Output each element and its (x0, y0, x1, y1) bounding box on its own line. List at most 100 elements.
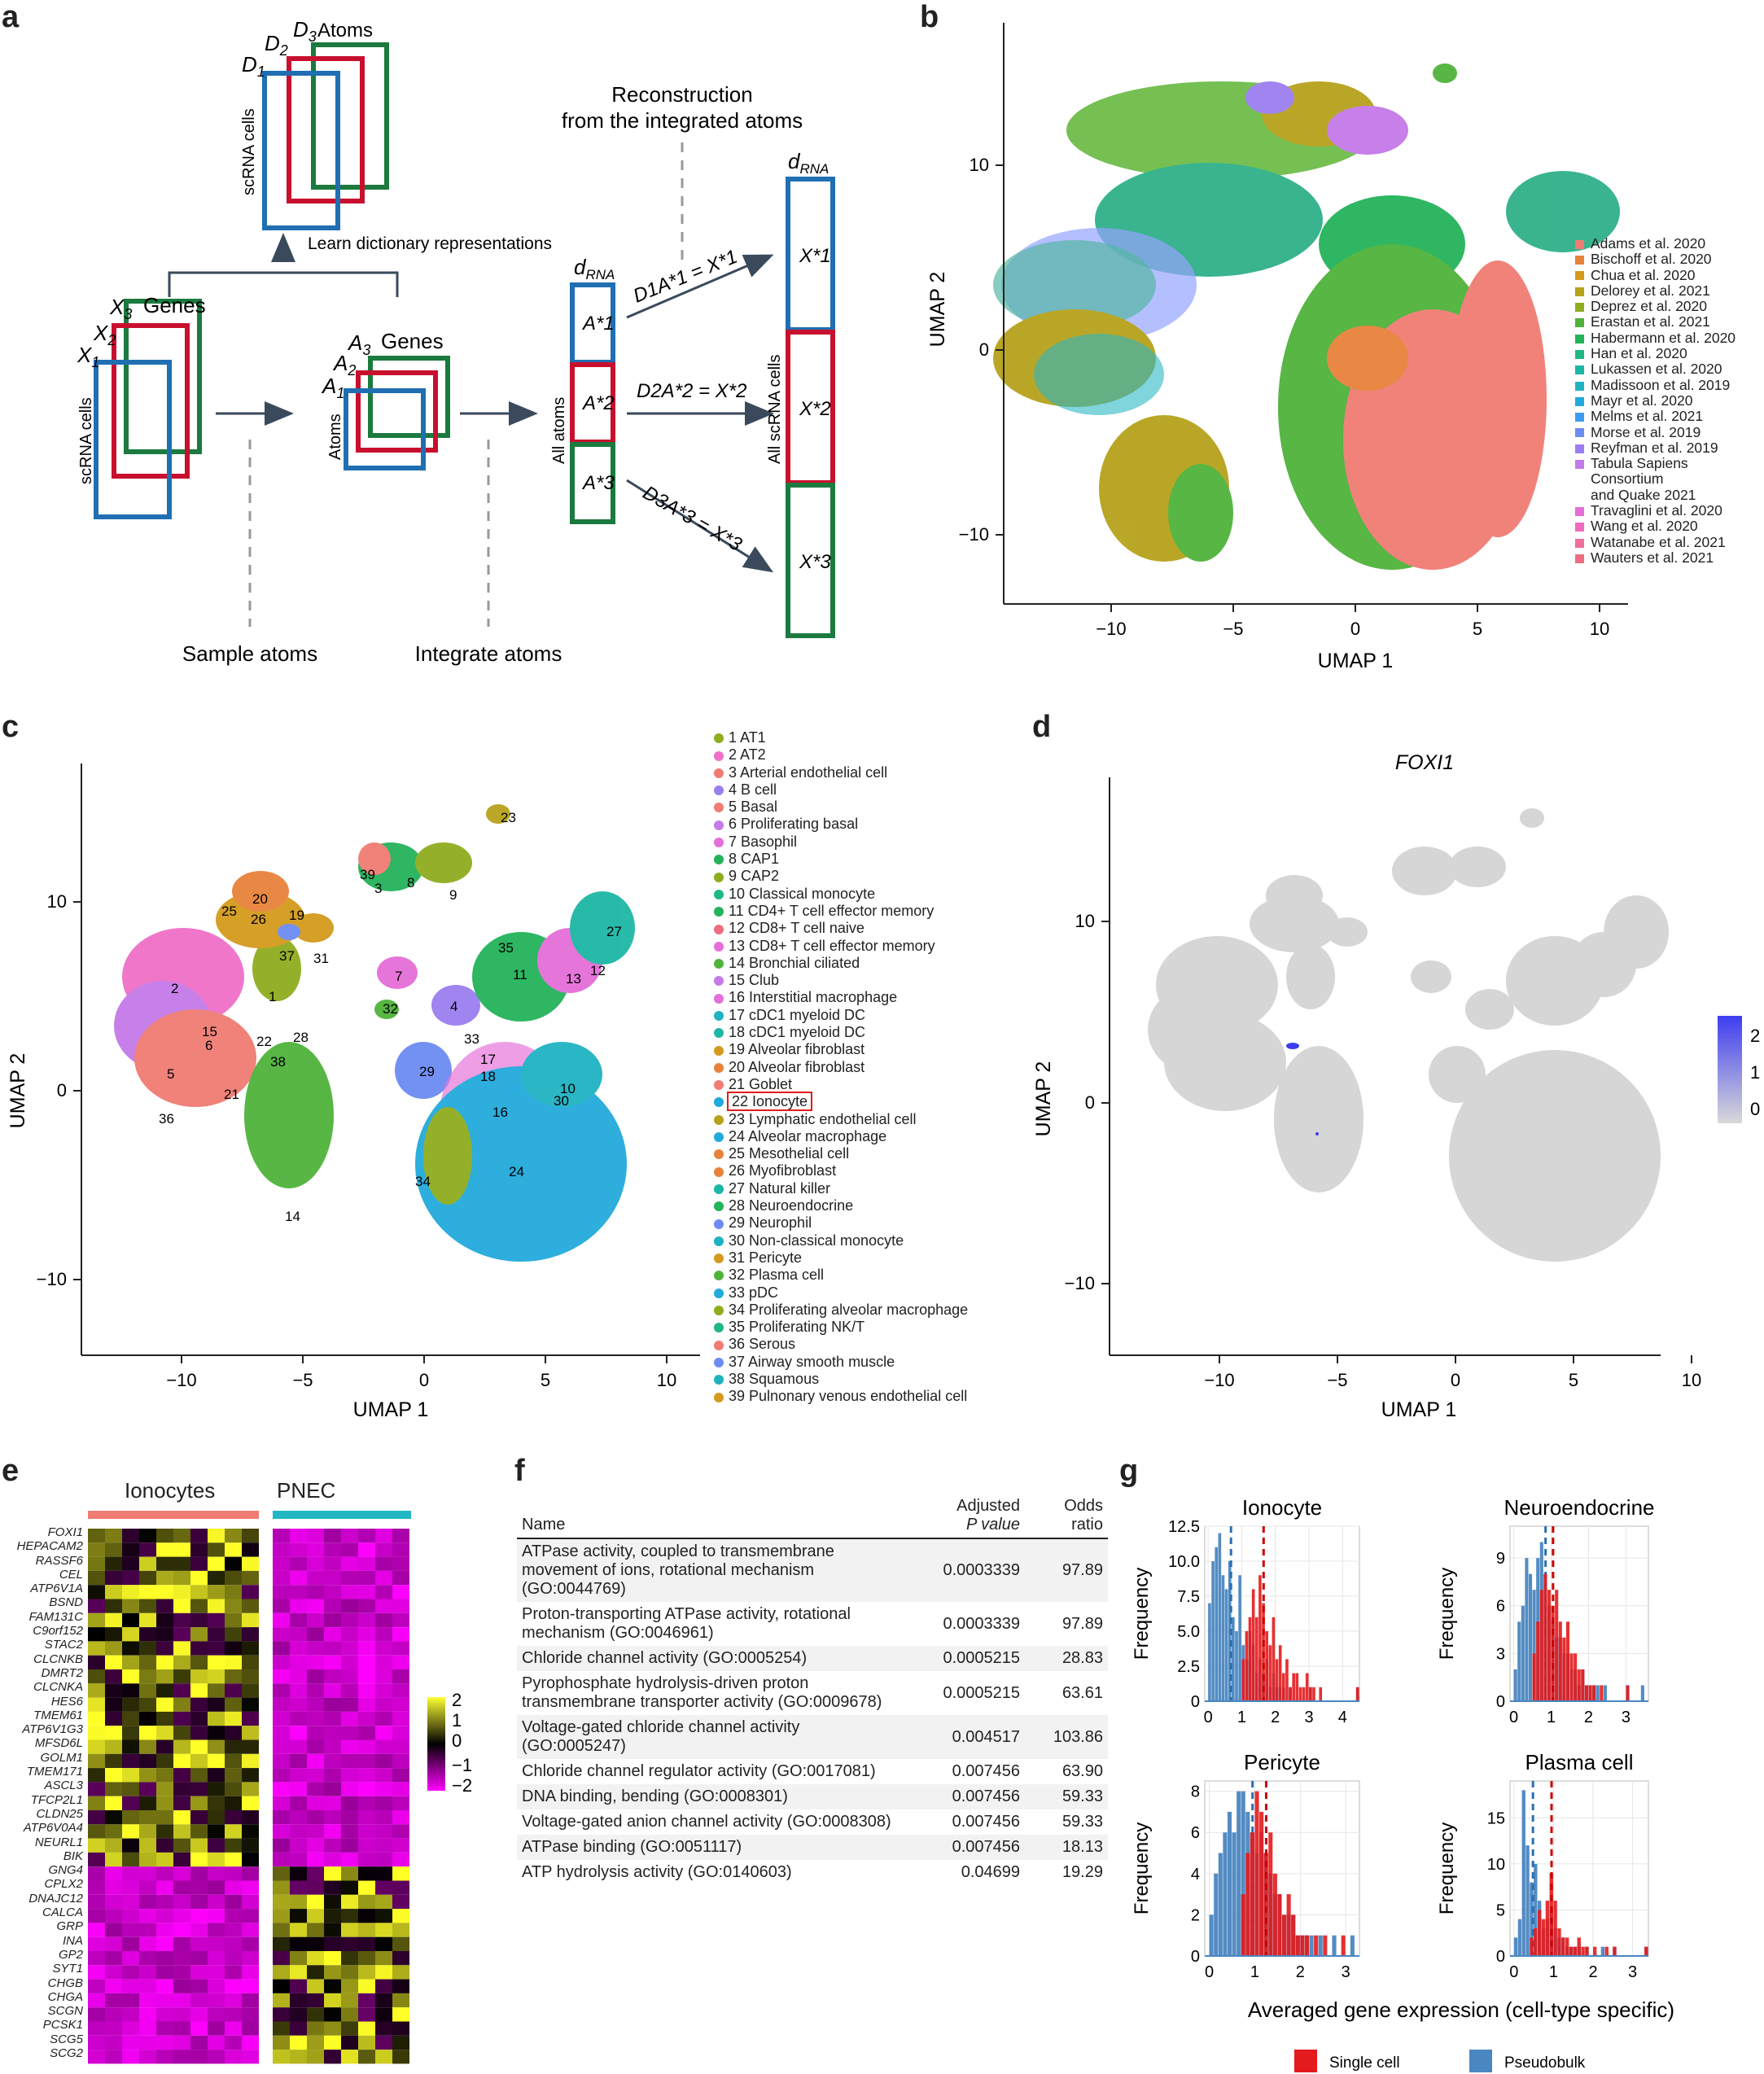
e-cb-tick: −2 (452, 1775, 472, 1796)
panel-c-legend: 1 AT1 2 AT2 3 Arterial endothelial cell 4 B… (714, 729, 1056, 1406)
c-ytick: −10 (37, 1269, 67, 1289)
heatmap-cell (375, 1880, 392, 1895)
legend-swatch (1575, 538, 1584, 548)
heatmap-cell (341, 1529, 358, 1543)
legend-b-item: and Quake 2021 (1591, 486, 1696, 503)
heatmap-cell (324, 1612, 341, 1628)
heatmap-cell (208, 1880, 225, 1895)
hist-bar (1319, 1687, 1323, 1701)
hist-bar (1534, 1928, 1538, 1956)
heatmap-cell (242, 1880, 259, 1895)
learn-dictionary-label: Learn dictionary representations (308, 234, 552, 253)
heatmap-cell (208, 1669, 225, 1684)
hist-bar (1603, 1685, 1607, 1701)
heatmap-cell (375, 1782, 392, 1796)
heatmap-cell (290, 1923, 307, 1937)
heatmap-cell (324, 1768, 341, 1783)
heatmap-cell (307, 1556, 324, 1571)
legend-swatch (1575, 256, 1584, 265)
gene-label: CLCNKB (33, 1652, 83, 1666)
foxi1-hotspot (1286, 1043, 1299, 1049)
heatmap-cell (341, 2021, 358, 2036)
heatmap-cell (173, 1951, 190, 1966)
heatmap-cell (307, 1852, 324, 1867)
heatmap-cell (290, 1965, 307, 1980)
heatmap-cell (173, 1542, 190, 1557)
heatmap-cell (392, 1923, 409, 1937)
heatmap-cell (392, 1599, 409, 1613)
panel-label-g: g (1119, 1454, 1139, 1488)
heatmap-cell (341, 1852, 358, 1867)
legend-c-item: 12 CD8+ T cell naive (714, 920, 1056, 937)
go-header-name: Name (522, 1516, 566, 1534)
legend-b-item: Consortium (1591, 470, 1664, 488)
hist-ytick: 6 (1496, 1598, 1505, 1616)
heatmap-cell (242, 1683, 259, 1698)
heatmap-cell (290, 1880, 307, 1895)
heatmap-cell (358, 2050, 375, 2064)
heatmap-cell (242, 1612, 259, 1628)
heatmap-cell (324, 1711, 341, 1726)
gene-label: RASSF6 (35, 1553, 83, 1568)
heatmap-cell (358, 1880, 375, 1895)
hist-bar (1534, 1863, 1538, 1956)
heatmap-cell (173, 1599, 190, 1613)
gene-label: FAM131C (28, 1609, 83, 1624)
hist-bar (1305, 1673, 1309, 1701)
svg-text:17: 17 (480, 1052, 496, 1067)
legend-c-item: 37 Airway smooth muscle (714, 1354, 1056, 1371)
hist-bar (1214, 1873, 1219, 1956)
heatmap-cell (273, 1768, 290, 1783)
heatmap-cell (341, 2050, 358, 2064)
hist-bar (1350, 1935, 1355, 1956)
heatmap-cell (105, 1697, 122, 1712)
heatmap-cell (139, 1810, 156, 1825)
heatmap-cell (122, 1556, 139, 1571)
heatmap-cell (225, 1894, 242, 1910)
heatmap-cell (139, 1909, 156, 1923)
heatmap-cell (208, 2007, 225, 2022)
heatmap-cell (375, 2021, 392, 2036)
hist-bar (1241, 1791, 1245, 1956)
hist-ytick: 5.0 (1177, 1623, 1200, 1641)
heatmap-cell (375, 2050, 392, 2064)
heatmap-cell (242, 1824, 259, 1839)
heatmap-cell (324, 1655, 341, 1669)
heatmap-cell (225, 1669, 242, 1684)
heatmap-cell (105, 1768, 122, 1783)
heatmap-cell (324, 1866, 341, 1881)
d-xtick: 0 (1451, 1370, 1460, 1390)
go-term: ATPase activity, coupled to transmembran… (517, 1538, 909, 1602)
heatmap-cell (392, 1556, 409, 1571)
heatmap-cell (122, 1612, 139, 1628)
heatmap-cell (290, 1529, 307, 1543)
heatmap-cell (139, 1570, 156, 1586)
panel-a-diagram: D3 Atoms D2 D1 scRNA cells Learn diction… (77, 17, 835, 666)
heatmap-cell (307, 1880, 324, 1895)
heatmap-cell (273, 2050, 290, 2064)
heatmap-cell (242, 1796, 259, 1810)
gene-label: C9orf152 (33, 1624, 83, 1639)
heatmap-cell (122, 1542, 139, 1557)
go-pval: 0.007456 (909, 1835, 1025, 1860)
heatmap-cell (156, 1880, 173, 1895)
hist-bar (1295, 1673, 1299, 1701)
heatmap-cell (139, 2021, 156, 2036)
hist-bar (1245, 1853, 1250, 1956)
heatmap-cell (208, 1627, 225, 1642)
heatmap-cell (341, 1768, 358, 1783)
hist-bar (1292, 1673, 1296, 1701)
heatmap-cell (139, 1936, 156, 1951)
heatmap-cell (122, 1936, 139, 1951)
heatmap-cell (242, 2050, 259, 2064)
heatmap-cell (242, 1951, 259, 1966)
svg-text:19: 19 (289, 908, 304, 923)
heatmap-cell (273, 1838, 290, 1853)
d-ylabel: UMAP 2 (1034, 1061, 1055, 1137)
heatmap-cell (190, 1979, 208, 1993)
heatmap-cell (88, 1655, 105, 1669)
go-row: Voltage-gated chloride channel activity … (517, 1715, 1108, 1759)
heatmap-cell (173, 1979, 190, 1993)
hist-bar (1208, 1603, 1211, 1701)
heatmap-cell (156, 1669, 173, 1684)
